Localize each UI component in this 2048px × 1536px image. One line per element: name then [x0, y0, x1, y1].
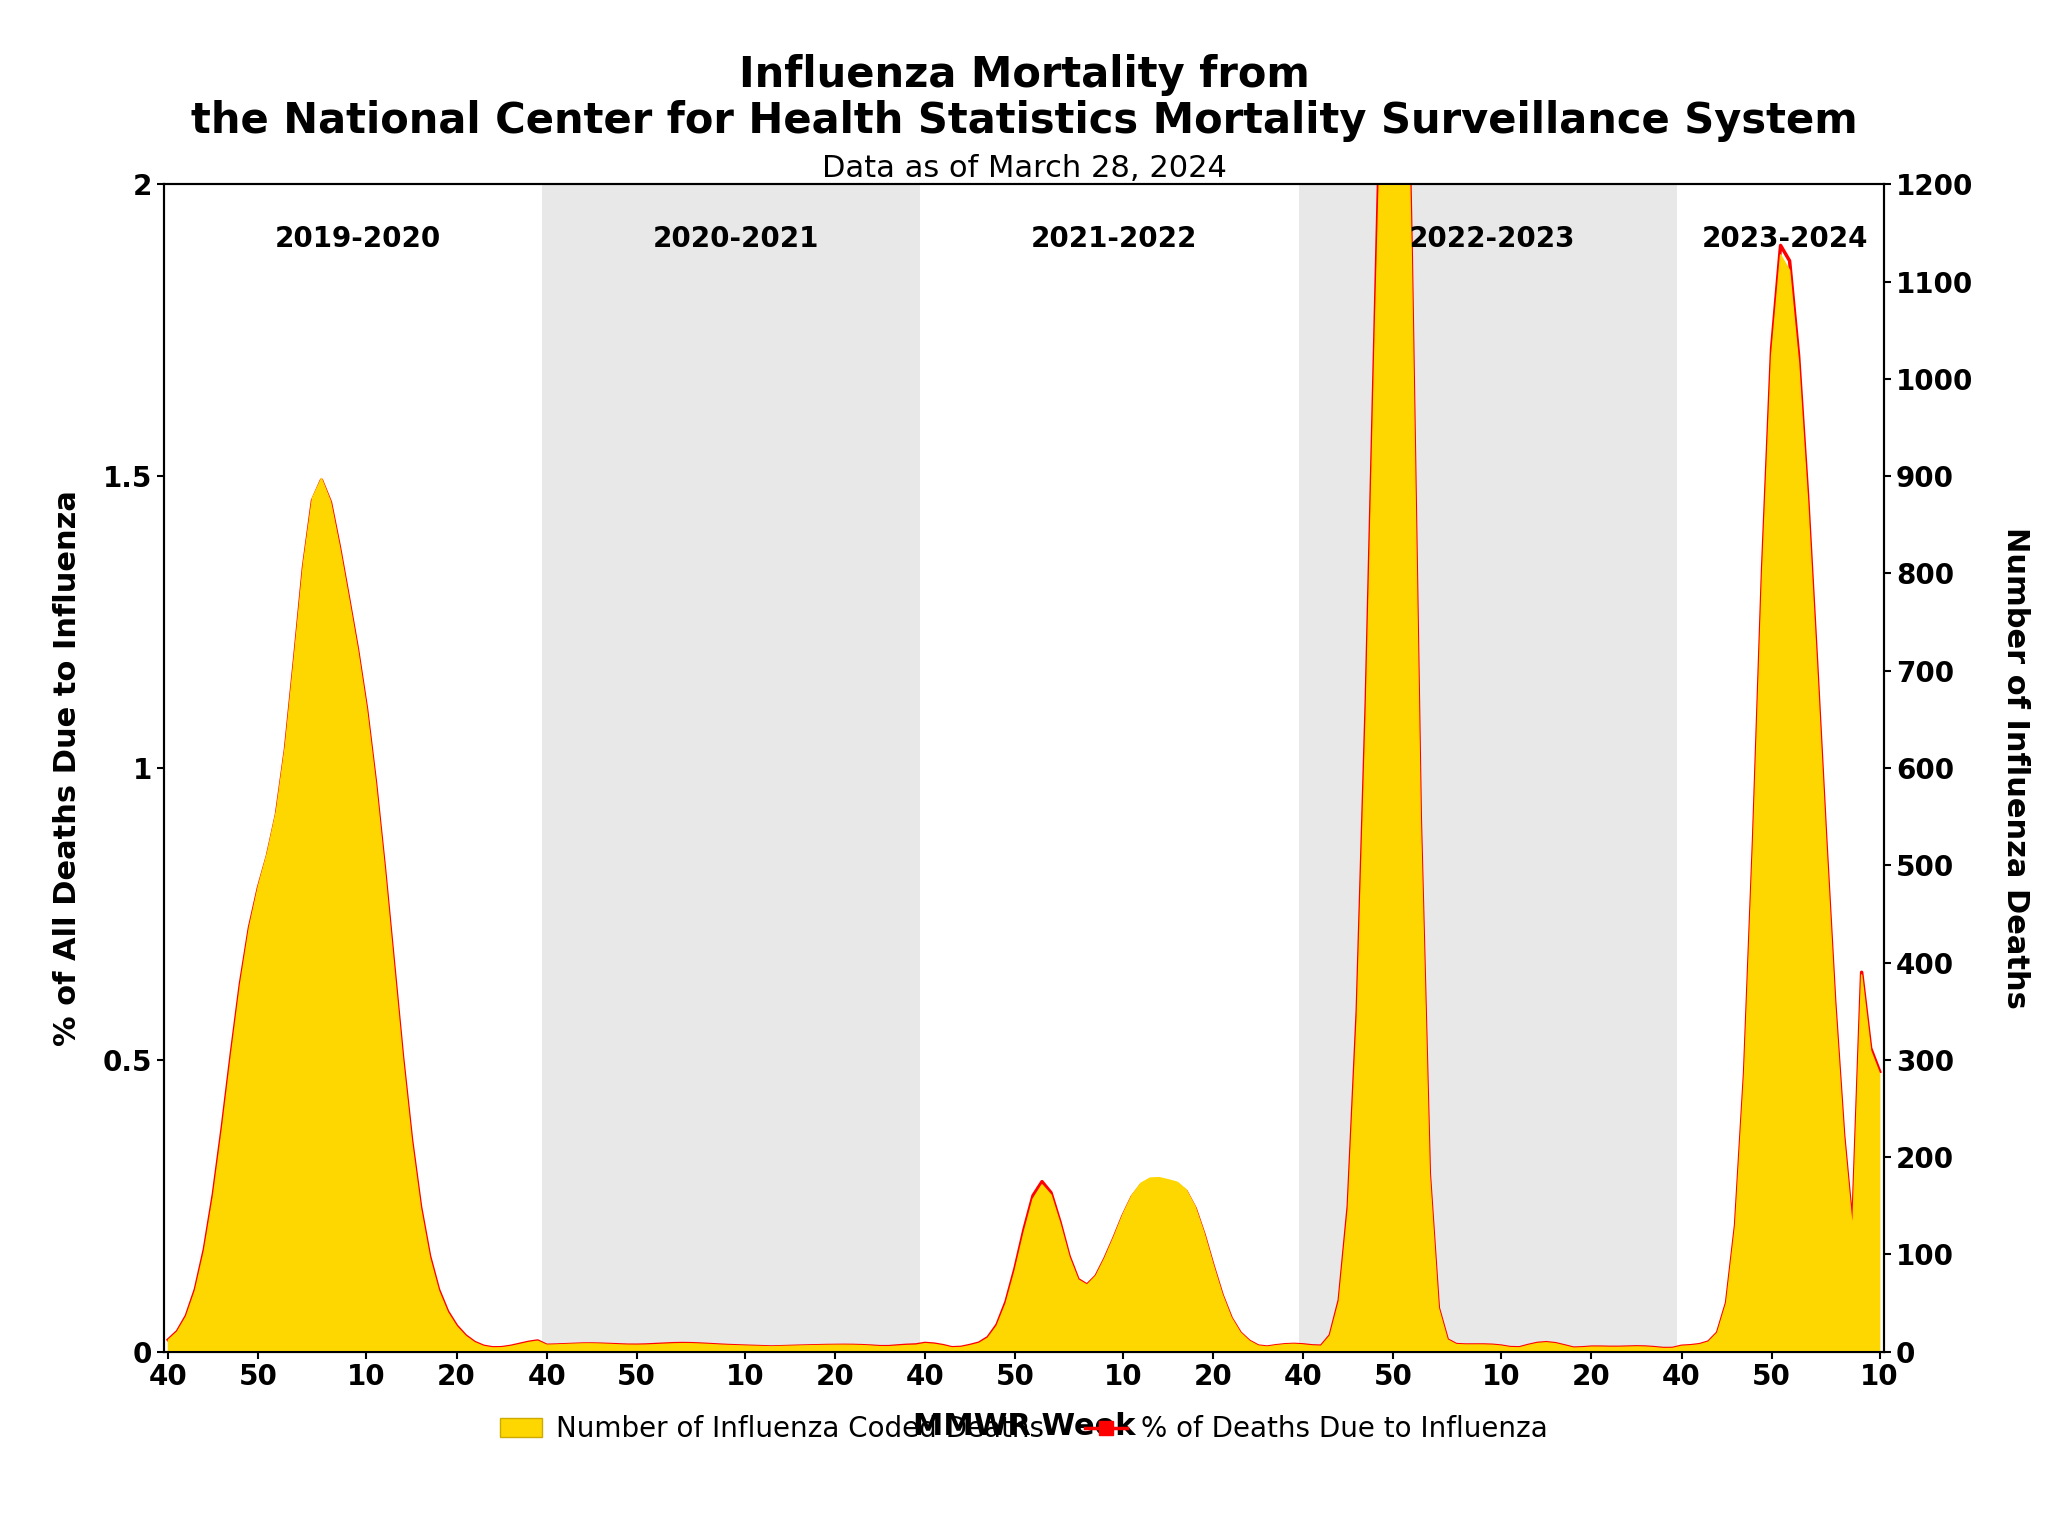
Y-axis label: Number of Influenza Deaths: Number of Influenza Deaths — [2001, 527, 2030, 1009]
X-axis label: MMWR Week: MMWR Week — [913, 1412, 1135, 1441]
Text: 2019-2020: 2019-2020 — [274, 226, 440, 253]
Text: Data as of March 28, 2024: Data as of March 28, 2024 — [821, 154, 1227, 183]
Y-axis label: % of All Deaths Due to Influenza: % of All Deaths Due to Influenza — [53, 490, 82, 1046]
Bar — [543, 184, 920, 1352]
Text: the National Center for Health Statistics Mortality Surveillance System: the National Center for Health Statistic… — [190, 100, 1858, 141]
Text: 2022-2023: 2022-2023 — [1409, 226, 1575, 253]
Bar — [1298, 184, 1677, 1352]
Text: 2023-2024: 2023-2024 — [1702, 226, 1868, 253]
Text: 2020-2021: 2020-2021 — [653, 226, 819, 253]
Text: 2021-2022: 2021-2022 — [1030, 226, 1198, 253]
Text: Influenza Mortality from: Influenza Mortality from — [739, 54, 1309, 95]
Legend: Number of Influenza Coded Deaths, % of Deaths Due to Influenza: Number of Influenza Coded Deaths, % of D… — [489, 1404, 1559, 1455]
